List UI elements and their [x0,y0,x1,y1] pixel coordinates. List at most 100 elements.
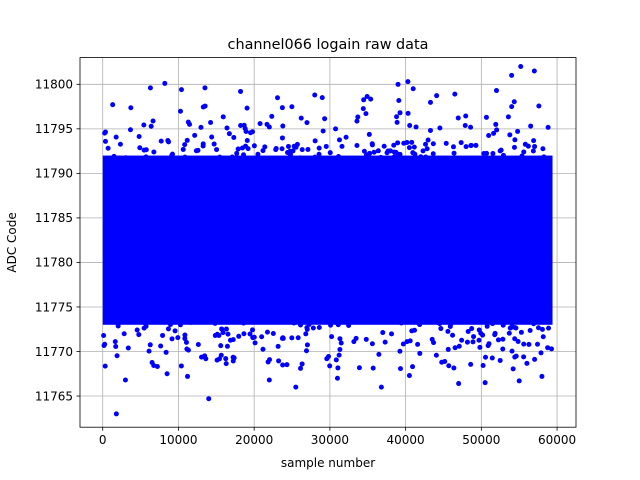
data-point [500,336,506,342]
data-point [150,118,156,124]
data-point [214,331,220,337]
data-point [316,325,322,331]
data-point [243,129,249,135]
data-point [136,332,142,338]
outlier-point [162,80,168,86]
data-point [185,119,191,125]
data-point [323,143,329,149]
data-point [336,153,342,159]
data-point [299,147,305,153]
data-point [169,336,175,342]
data-point [360,106,366,112]
data-point [141,147,147,153]
data-point [316,145,322,151]
data-point [327,363,333,369]
data-point [455,115,461,121]
data-point [241,320,247,326]
data-point [521,341,527,347]
data-point [303,348,309,354]
data-point [185,347,191,353]
data-point [343,134,349,140]
data-point [193,148,199,154]
x-tick-label: 30000 [311,433,349,447]
data-point [361,97,367,103]
data-point [371,149,377,155]
data-point [367,150,373,156]
data-point [468,124,474,130]
data-point [223,356,229,362]
data-point [420,148,426,154]
data-point [451,150,457,156]
data-point [398,320,404,326]
data-point [339,143,345,149]
data-point [528,123,534,129]
data-point [226,131,232,137]
data-point [113,344,119,350]
data-point [410,364,416,370]
data-point [303,331,309,337]
data-point [158,138,164,144]
data-point [182,142,188,148]
data-point [464,339,470,345]
data-point [264,121,270,127]
data-point [394,119,400,125]
outlier-point [531,68,537,74]
data-point [351,339,357,345]
data-point [177,322,183,328]
data-point [538,350,544,356]
data-point [471,334,477,340]
data-point [143,154,149,160]
data-point [546,325,552,331]
data-point [427,99,433,105]
data-point [241,331,247,337]
data-point [535,325,541,331]
data-point [208,120,214,126]
outlier-point [493,88,499,94]
data-point [406,145,412,151]
y-axis-ticks: 11765 11770 11775 11780 11785 11790 11795 11800 [35,78,80,403]
data-point [515,338,521,344]
data-point [549,346,555,352]
y-tick-label: 11800 [35,78,73,92]
data-point [257,121,263,127]
x-tick-label: 60000 [538,433,576,447]
x-axis-ticks: 0 10000 20000 30000 40000 50000 60000 [99,427,576,447]
data-point [294,141,300,147]
data-point [451,365,457,371]
data-point [337,347,343,353]
data-point [405,110,411,116]
data-point [423,141,429,147]
data-point [470,339,476,345]
data-point [480,332,486,338]
data-point [285,143,291,149]
data-point [220,114,226,120]
data-point [480,363,486,369]
y-tick-label: 11785 [35,211,73,225]
data-point [103,129,109,135]
data-point [238,123,244,129]
outlier-point [147,85,153,91]
data-point [500,346,506,352]
data-point [192,132,198,138]
data-point [209,134,215,140]
data-point [433,352,439,358]
data-point [248,130,254,136]
data-point [494,127,500,133]
data-point [224,125,230,131]
data-point [128,105,134,111]
outlier-point [164,371,170,377]
data-point [404,339,410,345]
data-point [320,128,326,134]
data-point [264,329,270,335]
data-point [500,152,506,158]
data-point [327,150,333,156]
outlier-point [178,87,184,93]
data-point [531,321,537,327]
data-point [101,332,107,338]
data-point [241,152,247,158]
data-point [530,148,536,154]
outlier-point [395,81,401,87]
data-point [250,327,256,333]
data-point [284,362,290,368]
